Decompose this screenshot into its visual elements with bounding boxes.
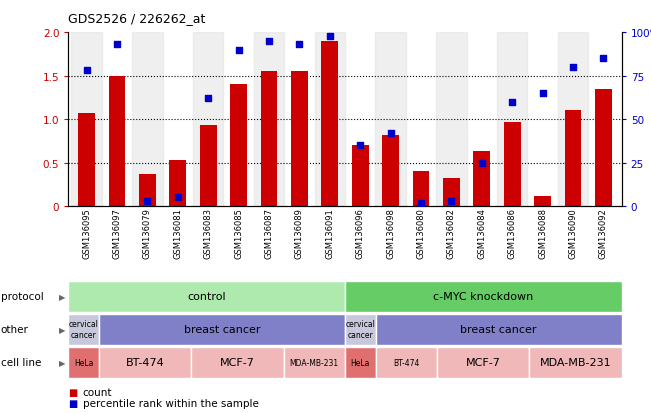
Text: BT-474: BT-474 [393, 358, 420, 367]
Bar [78, 114, 95, 206]
Bar [473, 152, 490, 206]
Text: breast cancer: breast cancer [184, 324, 260, 335]
Point [294, 42, 305, 48]
Point [355, 142, 365, 149]
Bar [291, 72, 308, 206]
Bar [352, 146, 368, 206]
Point [325, 33, 335, 40]
Bar [413, 172, 430, 206]
Bar [68, 314, 99, 345]
Point [142, 198, 152, 204]
Bar [260, 72, 277, 206]
Bar [558, 33, 589, 206]
Text: HeLa: HeLa [74, 358, 93, 367]
Text: cervical
cancer: cervical cancer [69, 320, 99, 339]
Bar [132, 33, 163, 206]
Bar [99, 347, 191, 378]
Bar [376, 347, 437, 378]
Text: GDS2526 / 226262_at: GDS2526 / 226262_at [68, 12, 206, 25]
Text: breast cancer: breast cancer [460, 324, 537, 335]
Bar [314, 33, 345, 206]
Text: other: other [1, 324, 29, 335]
Point [234, 47, 244, 54]
Point [81, 68, 92, 74]
Bar [230, 85, 247, 206]
Text: ▶: ▶ [59, 325, 65, 334]
Bar [169, 161, 186, 206]
Text: ▶: ▶ [59, 292, 65, 301]
Bar [382, 135, 399, 206]
Bar [595, 89, 612, 206]
Bar [139, 174, 156, 206]
Text: ▶: ▶ [59, 358, 65, 367]
Point [203, 96, 214, 102]
Text: MCF-7: MCF-7 [220, 357, 255, 368]
Bar [193, 33, 223, 206]
Bar [72, 33, 102, 206]
Bar [191, 347, 284, 378]
Text: ■: ■ [68, 387, 77, 397]
Point [598, 56, 609, 62]
Bar [254, 33, 284, 206]
Bar [284, 347, 345, 378]
Text: cervical
cancer: cervical cancer [346, 320, 376, 339]
Bar [109, 76, 126, 206]
Bar [529, 347, 622, 378]
Bar [497, 33, 527, 206]
Point [568, 64, 578, 71]
Bar [376, 33, 406, 206]
Text: MDA-MB-231: MDA-MB-231 [290, 358, 339, 367]
Bar [564, 111, 581, 206]
Bar [504, 122, 521, 206]
Point [507, 99, 518, 106]
Point [264, 38, 274, 45]
Point [112, 42, 122, 48]
Text: percentile rank within the sample: percentile rank within the sample [83, 398, 258, 408]
Bar [345, 281, 622, 312]
Bar [99, 314, 345, 345]
Bar [443, 179, 460, 206]
Bar [200, 126, 217, 206]
Text: HeLa: HeLa [351, 358, 370, 367]
Text: BT-474: BT-474 [126, 357, 165, 368]
Bar [376, 314, 622, 345]
Bar [437, 347, 529, 378]
Text: MDA-MB-231: MDA-MB-231 [540, 357, 611, 368]
Text: control: control [187, 291, 226, 301]
Point [538, 90, 548, 97]
Point [477, 160, 487, 166]
Text: count: count [83, 387, 112, 397]
Point [173, 195, 183, 201]
Bar [68, 281, 345, 312]
Text: protocol: protocol [1, 291, 44, 301]
Text: MCF-7: MCF-7 [466, 357, 501, 368]
Text: c-MYC knockdown: c-MYC knockdown [434, 291, 533, 301]
Bar [436, 33, 467, 206]
Text: cell line: cell line [1, 357, 41, 368]
Bar [322, 42, 338, 206]
Point [446, 198, 456, 204]
Bar [68, 347, 99, 378]
Text: ■: ■ [68, 398, 77, 408]
Point [385, 131, 396, 137]
Point [416, 200, 426, 206]
Bar [345, 314, 376, 345]
Bar [345, 347, 376, 378]
Bar [534, 196, 551, 206]
